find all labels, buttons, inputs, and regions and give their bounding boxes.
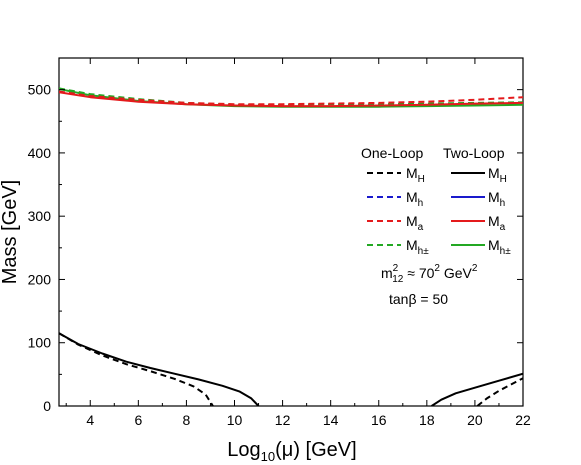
y-tick-label: 400 bbox=[28, 145, 52, 161]
legend-label-two-loop: Mh bbox=[488, 189, 505, 209]
x-tick-label: 18 bbox=[419, 412, 435, 428]
annotation-m12: m2 12 ≈ 702 GeV2 bbox=[381, 263, 478, 285]
series-line bbox=[431, 372, 523, 406]
legend-label-one-loop: Mh± bbox=[406, 237, 429, 257]
plot-frame bbox=[58, 57, 524, 407]
x-tick-label: 10 bbox=[227, 412, 243, 428]
legend-label-one-loop: Ma bbox=[406, 213, 424, 233]
x-tick-label: 16 bbox=[371, 412, 387, 428]
x-tick-label: 6 bbox=[134, 412, 142, 428]
series-line bbox=[59, 91, 523, 108]
legend-header-two-loop: Two-Loop bbox=[443, 145, 505, 161]
y-tick-label: 0 bbox=[43, 398, 51, 414]
y-tick-label: 200 bbox=[28, 271, 52, 287]
x-axis-title: Log10(μ) [GeV] bbox=[227, 439, 356, 464]
y-tick-label: 100 bbox=[28, 335, 52, 351]
annotation-tanbeta: tanβ = 50 bbox=[389, 291, 448, 307]
x-tick-label: 4 bbox=[86, 412, 94, 428]
x-tick-label: 22 bbox=[515, 412, 531, 428]
x-tick-label: 8 bbox=[183, 412, 191, 428]
series-line bbox=[59, 87, 523, 106]
x-tick-label: 20 bbox=[467, 412, 483, 428]
series-line bbox=[59, 332, 260, 406]
legend-label-one-loop: MH bbox=[406, 165, 425, 185]
legend-label-two-loop: Ma bbox=[488, 213, 506, 233]
legend-header-one-loop: One-Loop bbox=[361, 145, 423, 161]
series-line bbox=[59, 332, 214, 406]
y-tick-label: 500 bbox=[28, 82, 52, 98]
series-line bbox=[59, 90, 523, 106]
y-tick-label: 300 bbox=[28, 208, 52, 224]
y-axis-title: Mass [GeV] bbox=[0, 180, 21, 284]
x-tick-label: 14 bbox=[323, 412, 339, 428]
legend-label-two-loop: MH bbox=[488, 165, 507, 185]
series-line bbox=[476, 377, 523, 406]
legend-label-one-loop: Mh bbox=[406, 189, 423, 209]
x-tick-label: 12 bbox=[275, 412, 291, 428]
legend-label-two-loop: Mh± bbox=[488, 237, 511, 257]
